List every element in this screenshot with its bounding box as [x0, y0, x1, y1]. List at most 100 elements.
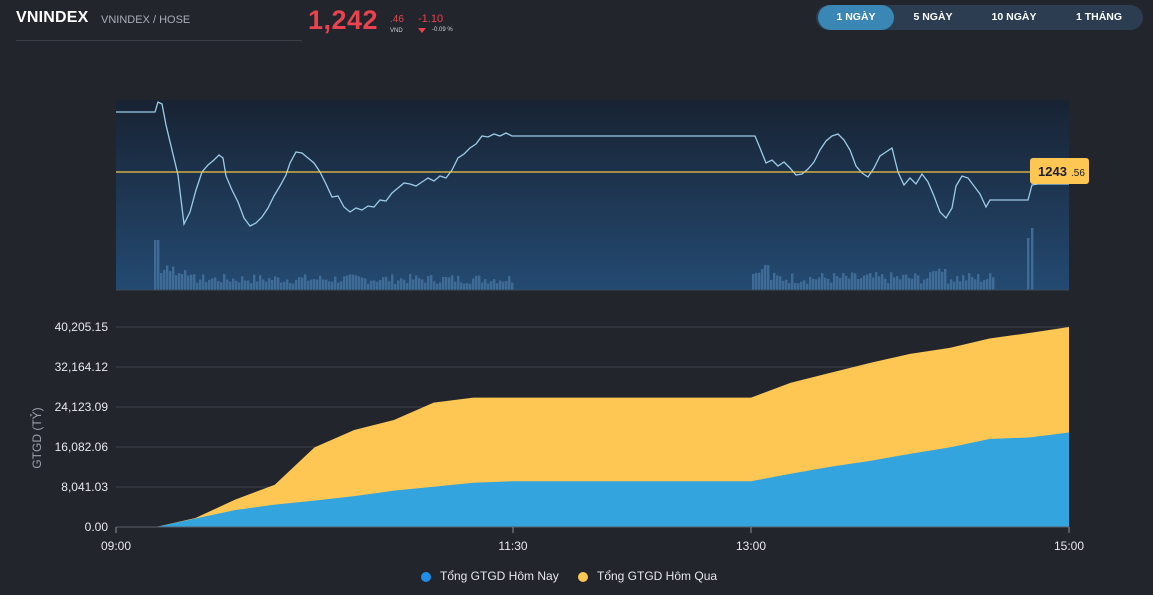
- volume-bar: [301, 277, 304, 290]
- volume-bar: [337, 282, 340, 290]
- volume-bar: [172, 266, 175, 290]
- volume-bar: [295, 279, 298, 290]
- volume-bar: [331, 281, 334, 290]
- volume-bar: [926, 278, 929, 290]
- volume-bar: [463, 283, 466, 290]
- volume-bar: [815, 279, 818, 290]
- volume-bar: [355, 275, 358, 290]
- volume-bar: [310, 279, 313, 290]
- volume-bar: [451, 275, 454, 290]
- volume-bar: [169, 271, 172, 290]
- price-unit: VND: [390, 28, 403, 34]
- volume-bar: [947, 283, 950, 290]
- price-change: -1.10: [418, 13, 444, 25]
- volume-bar: [472, 278, 475, 290]
- index-title: VNINDEX: [16, 9, 89, 26]
- volume-bar: [968, 273, 971, 290]
- tab-1-day[interactable]: 1 NGÀY: [818, 5, 894, 30]
- volume-bar: [812, 278, 815, 290]
- volume-bar: [436, 283, 439, 290]
- price-change-percent: -0.09 %: [432, 27, 453, 33]
- volume-bar: [319, 275, 322, 290]
- y-tick-label: 0.00: [85, 520, 109, 534]
- volume-bar: [821, 273, 824, 290]
- volume-bar: [286, 279, 289, 290]
- volume-bar: [178, 273, 181, 290]
- volume-bar: [466, 283, 469, 290]
- tab-10-days[interactable]: 10 NGÀY: [991, 11, 1037, 23]
- volume-bar: [899, 279, 902, 290]
- value-chart-areas: [116, 327, 1069, 528]
- volume-bar: [806, 283, 809, 290]
- volume-bar: [971, 276, 974, 290]
- volume-bar: [484, 279, 487, 290]
- volume-bar: [244, 280, 247, 290]
- volume-bar: [809, 276, 812, 290]
- volume-bar: [836, 276, 839, 290]
- volume-bar: [944, 268, 947, 290]
- volume-bar: [253, 274, 256, 290]
- legend-yesterday-marker[interactable]: [578, 572, 588, 582]
- volume-bar: [292, 283, 295, 290]
- volume-bar: [412, 279, 415, 290]
- volume-bar: [373, 280, 376, 290]
- volume-bar: [845, 275, 848, 290]
- volume-bar: [370, 280, 373, 290]
- volume-bar: [259, 275, 262, 290]
- volume-bar: [202, 274, 205, 290]
- volume-bar: [974, 279, 977, 290]
- volume-bar: [424, 282, 427, 290]
- legend-yesterday[interactable]: Tổng GTGD Hôm Qua: [597, 569, 718, 583]
- reference-price-int: 1243: [1038, 164, 1067, 179]
- volume-bar: [439, 282, 442, 290]
- volume-bar: [755, 272, 758, 290]
- volume-bar: [869, 273, 872, 290]
- volume-bar: [271, 279, 274, 290]
- volume-bar: [340, 281, 343, 290]
- volume-bar: [905, 274, 908, 290]
- volume-bar: [229, 281, 232, 290]
- volume-bar: [893, 277, 896, 290]
- price-decimal: .46: [390, 14, 404, 25]
- header-divider: [16, 40, 302, 41]
- volume-bar: [187, 275, 190, 290]
- volume-bar: [334, 276, 337, 290]
- volume-bar: [839, 278, 842, 290]
- legend-today-marker[interactable]: [421, 572, 431, 582]
- volume-bar: [247, 280, 250, 290]
- volume-bar: [241, 276, 244, 290]
- volume-bar: [280, 282, 283, 290]
- x-tick-label: 13:00: [736, 539, 766, 553]
- volume-bar: [181, 274, 184, 290]
- volume-bar: [391, 274, 394, 290]
- volume-bar: [502, 281, 505, 290]
- volume-bar: [884, 278, 887, 290]
- volume-bar: [989, 273, 992, 290]
- volume-bar: [767, 265, 770, 290]
- volume-bar: [325, 279, 328, 290]
- volume-bar: [154, 240, 157, 290]
- volume-bar: [797, 283, 800, 290]
- y-tick-label: 32,164.12: [55, 360, 109, 374]
- x-tick-label: 09:00: [101, 539, 131, 553]
- volume-bar: [911, 278, 914, 290]
- volume-bar: [842, 273, 845, 290]
- header: VNINDEX VNINDEX / HOSE 1,242 .46 VND -1.…: [0, 0, 1153, 42]
- volume-bar: [791, 273, 794, 290]
- volume-bar: [496, 283, 499, 290]
- volume-bar: [761, 269, 764, 290]
- volume-bar: [818, 277, 821, 290]
- legend-today[interactable]: Tổng GTGD Hôm Nay: [440, 569, 559, 583]
- volume-bar: [929, 272, 932, 290]
- volume-bar: [827, 278, 830, 290]
- volume-bar: [361, 277, 364, 290]
- tab-1-month[interactable]: 1 THÁNG: [1075, 11, 1123, 23]
- volume-bar: [962, 275, 965, 290]
- tab-5-days[interactable]: 5 NGÀY: [913, 11, 953, 23]
- volume-bar: [376, 281, 379, 290]
- volume-bar: [493, 279, 496, 290]
- volume-bar: [881, 274, 884, 290]
- volume-bar: [163, 269, 166, 290]
- reference-price-badge: [1030, 158, 1089, 184]
- volume-bar: [304, 274, 307, 290]
